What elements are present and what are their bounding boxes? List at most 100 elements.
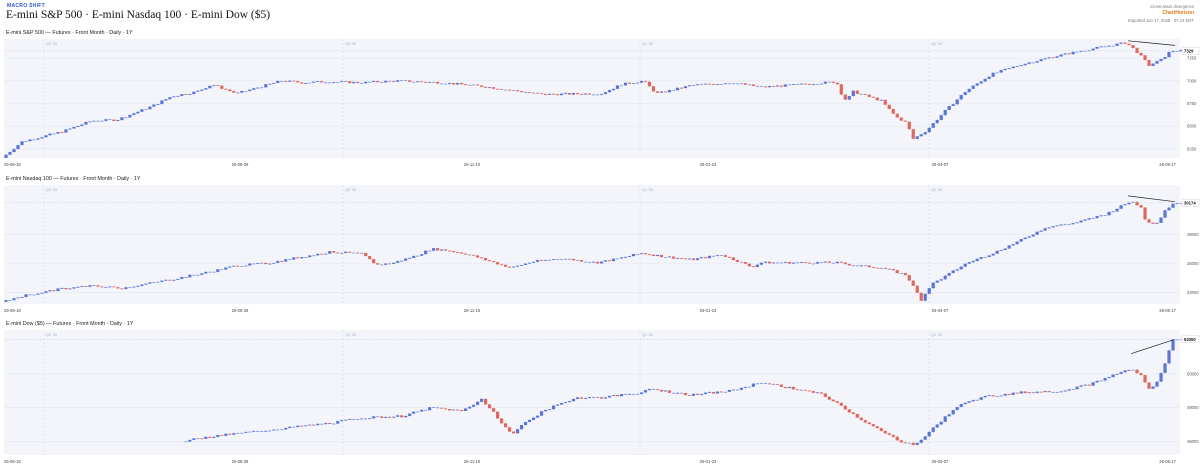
candle-body <box>795 84 799 85</box>
candle-body <box>675 87 680 91</box>
candle-body <box>316 423 320 426</box>
candle-body <box>1063 53 1067 55</box>
candle-body <box>288 259 292 261</box>
candle-body <box>635 254 640 255</box>
candle-body <box>779 85 783 87</box>
candle-body <box>711 255 715 257</box>
candle-body <box>763 261 767 263</box>
candle-body <box>919 439 923 443</box>
plot-area <box>4 39 1180 158</box>
candle-body <box>723 255 727 257</box>
candle-body <box>543 260 548 261</box>
candle-body <box>527 262 532 264</box>
candle-body <box>803 389 807 391</box>
candle-body <box>551 259 556 260</box>
candle-body <box>408 257 412 259</box>
candle-body <box>723 83 727 85</box>
candle-body <box>959 404 963 408</box>
candle-body <box>831 81 835 83</box>
candle-body <box>1003 248 1007 251</box>
candle-body <box>272 429 276 431</box>
candle-body <box>963 92 967 95</box>
candle-body <box>336 81 340 83</box>
x-tick-label: 25-08-29 <box>232 162 249 167</box>
candle-body <box>1175 339 1179 341</box>
candle-body <box>340 420 344 422</box>
quarter-label: Q3 '25 <box>345 42 356 46</box>
candle-body <box>40 292 44 294</box>
candle-body <box>655 389 660 391</box>
candle-body <box>440 249 444 251</box>
candle-body <box>224 433 228 436</box>
candle-body <box>332 251 336 253</box>
candle-body <box>1023 391 1027 394</box>
candle-body <box>108 286 112 288</box>
candle-body <box>759 86 763 88</box>
candle-body <box>296 81 300 83</box>
candle-body <box>308 255 312 258</box>
candle-body <box>1055 391 1059 393</box>
candle-body <box>88 121 92 123</box>
candle-body <box>1055 225 1059 227</box>
candle-body <box>687 85 692 87</box>
candle-body <box>280 261 284 262</box>
chart-es: 6250 6500 6750 7000 7250 Q2 '25 Q3 '25 Q1 '26 Q2… <box>4 39 1200 167</box>
candle-body <box>571 258 576 261</box>
candle-body <box>200 89 204 91</box>
candle-body <box>336 252 340 254</box>
candle-body <box>787 84 791 86</box>
candle-body <box>1155 222 1159 224</box>
candle-body <box>775 383 779 385</box>
candle-body <box>8 300 12 301</box>
candle-body <box>444 249 448 251</box>
candle-body <box>84 286 88 288</box>
candle-body <box>468 254 472 256</box>
candle-body <box>1051 391 1055 393</box>
candle-body <box>188 439 192 442</box>
candle-body <box>843 405 847 410</box>
candle-body <box>1087 384 1091 386</box>
candle-body <box>392 416 396 418</box>
candle-body <box>1131 369 1135 371</box>
candle-body <box>519 264 524 266</box>
candle-body <box>24 294 28 298</box>
candle-body <box>1071 51 1075 55</box>
candle-body <box>847 96 851 100</box>
candle-body <box>503 264 508 267</box>
candle-body <box>571 398 576 402</box>
candle-body <box>555 259 560 260</box>
candle-body <box>252 263 256 265</box>
candle-body <box>1115 373 1119 375</box>
candle-body <box>583 93 588 95</box>
candle-body <box>1051 57 1055 59</box>
chart-ym: 46000 48000 50000 Q2 '25 Q3 '25 Q1 '26 Q2 '26 2… <box>4 330 1199 464</box>
candle-body <box>196 90 200 92</box>
candle-body <box>1119 205 1123 209</box>
chart-panel-es: E-mini S&P 500 — Futures · Front Month ·… <box>0 30 1200 170</box>
candle-body <box>300 257 304 259</box>
candle-body <box>248 431 252 433</box>
candle-body <box>627 82 632 84</box>
candle-body <box>871 96 875 98</box>
candle-body <box>487 404 492 409</box>
candle-body <box>971 400 975 402</box>
candle-body <box>987 395 991 397</box>
candle-body <box>1115 208 1119 212</box>
candle-body <box>164 99 168 101</box>
candle-body <box>404 258 408 261</box>
candle-body <box>412 411 416 414</box>
candle-body <box>847 409 851 413</box>
candle-body <box>479 398 484 402</box>
candle-body <box>20 141 24 146</box>
candle-body <box>683 393 688 396</box>
candle-body <box>563 402 568 403</box>
candle-body <box>396 261 400 263</box>
candle-body <box>400 80 404 82</box>
candle-body <box>975 399 979 401</box>
y-tick-label: 46000 <box>1187 439 1199 444</box>
candle-body <box>1083 219 1087 221</box>
candle-body <box>615 85 620 89</box>
candle-body <box>1135 201 1139 206</box>
candle-body <box>424 409 428 411</box>
candle-body <box>567 401 572 403</box>
